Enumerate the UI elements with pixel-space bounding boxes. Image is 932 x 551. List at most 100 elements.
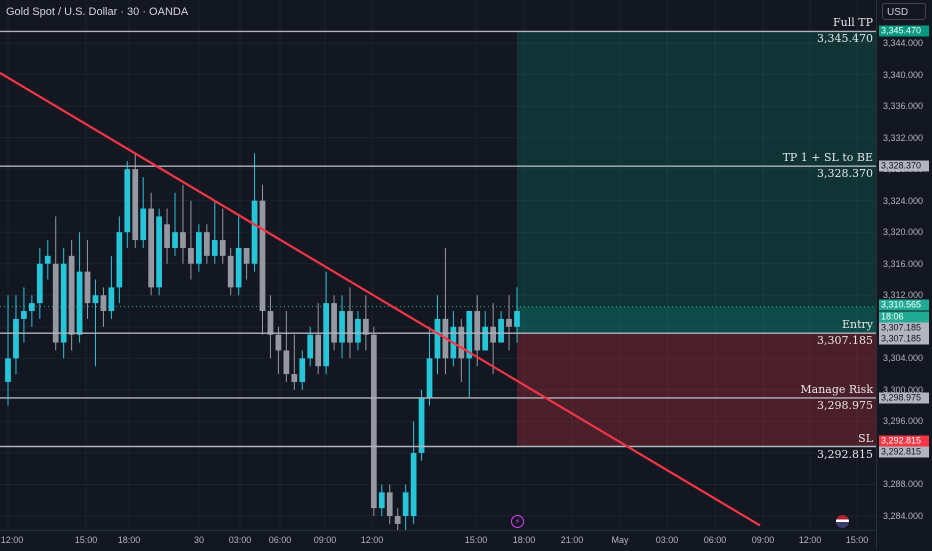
candle (291, 374, 298, 382)
time-tick: 09:00 (313, 535, 337, 545)
price-axis[interactable]: 3,344.000 3,340.000 3,336.000 3,332.000 3,32… (876, 0, 932, 550)
candle (28, 303, 35, 312)
candle (363, 318, 369, 335)
level-name: SL (858, 431, 873, 445)
candle (410, 452, 417, 516)
time-tick: 03:00 (228, 535, 252, 545)
price-label: 3,345.470 (879, 25, 929, 37)
price-tick: 3,324.000 (883, 195, 924, 206)
candle (227, 255, 234, 288)
dividend-event-icon[interactable]: ⚡ (511, 515, 524, 528)
price-tick: 3,316.000 (883, 258, 924, 269)
time-tick: 06:00 (268, 535, 292, 545)
level-price: 3,345.470 (817, 32, 873, 46)
candle (315, 334, 322, 367)
time-tick: May (611, 535, 629, 545)
price-label: 3,310.565 (879, 299, 929, 311)
level-price: 3,292.815 (817, 447, 873, 461)
candle (156, 216, 162, 288)
price-label: 3,292.815 (879, 435, 929, 447)
symbol-title: Gold Spot / U.S. Dollar · 30 · OANDA (6, 6, 189, 18)
price-tick: 3,288.000 (883, 479, 924, 490)
candle (386, 492, 393, 516)
us-flag-event-icon[interactable] (836, 515, 849, 528)
currency-button[interactable]: USD (882, 3, 926, 20)
candle (418, 397, 425, 453)
time-tick: 18:00 (117, 535, 141, 545)
candle (172, 232, 178, 248)
candle (21, 311, 27, 319)
time-tick: 06:00 (703, 535, 727, 545)
chart-canvas[interactable] (0, 0, 876, 532)
candle (196, 232, 202, 264)
time-tick: 18:00 (512, 535, 536, 545)
candle (44, 255, 51, 264)
price-label: 3,307.185 (879, 322, 929, 334)
candle (203, 232, 210, 256)
price-tick: 3,320.000 (883, 227, 924, 238)
candle (108, 287, 115, 312)
time-tick: 09:00 (751, 535, 775, 545)
candle (68, 255, 75, 335)
candle (84, 271, 91, 304)
price-tick: 3,284.000 (883, 511, 924, 521)
candle (275, 334, 282, 351)
time-tick: 15:00 (74, 535, 98, 545)
candle (347, 311, 353, 343)
loss-zone (517, 333, 876, 447)
time-tick: 15:00 (464, 535, 488, 545)
price-label: 3,328.370 (879, 160, 929, 172)
price-label: 18:06 (879, 311, 929, 323)
candle (434, 318, 441, 359)
candle (76, 271, 83, 335)
candle (466, 311, 473, 359)
candle (355, 318, 361, 343)
candle (211, 240, 218, 256)
level-price: 3,307.185 (817, 334, 873, 348)
candle (394, 516, 401, 524)
candle (124, 169, 131, 233)
profit-zone (517, 31, 876, 307)
candle (251, 200, 258, 264)
candle (259, 200, 266, 312)
candle (482, 326, 489, 351)
chart-area[interactable]: Gold Spot / U.S. Dollar · 30 · OANDA Ful… (0, 0, 876, 532)
candle (148, 208, 155, 288)
candle (402, 492, 409, 516)
candle (13, 318, 19, 359)
candle (92, 295, 99, 304)
price-tick: 3,296.000 (883, 416, 924, 427)
price-label: 3,292.815 (879, 446, 929, 458)
time-tick: 30 (193, 535, 205, 545)
candle (498, 318, 504, 343)
time-axis[interactable]: 12:00 15:00 18:00 30 03:00 06:00 09:00 12:00 15:… (0, 530, 876, 551)
candle (307, 334, 314, 359)
time-tick: 03:00 (655, 535, 679, 545)
time-tick: 21:00 (560, 535, 584, 545)
candle (60, 263, 67, 343)
candle (490, 326, 497, 343)
price-tick: 3,312.000 (883, 290, 924, 301)
candle (299, 358, 306, 382)
candle (331, 303, 337, 343)
level-name: Manage Risk (800, 382, 873, 396)
candle (132, 169, 139, 241)
candle (323, 303, 329, 367)
price-tick: 3,336.000 (883, 101, 924, 112)
candle (219, 240, 226, 256)
candle (188, 247, 194, 264)
level-name: TP 1 + SL to BE (782, 151, 873, 165)
price-tick: 3,344.000 (883, 38, 924, 48)
candle (474, 311, 481, 351)
level-price: 3,328.370 (817, 167, 873, 181)
candle (426, 358, 433, 398)
trendline (0, 72, 761, 527)
level-name: Entry (841, 318, 873, 332)
candle (164, 224, 170, 248)
price-label: 3,298.975 (879, 392, 929, 404)
price-tick: 3,340.000 (883, 69, 924, 80)
candle (140, 208, 147, 241)
candle (180, 232, 186, 248)
time-tick: 12:00 (360, 535, 384, 545)
price-label: 3,307.185 (879, 333, 929, 345)
